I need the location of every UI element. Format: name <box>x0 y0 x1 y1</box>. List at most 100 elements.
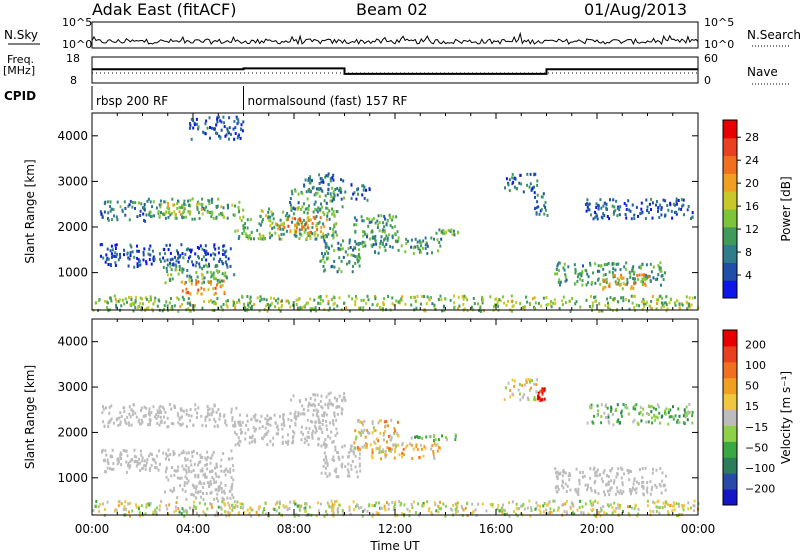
scatter-cell <box>280 222 283 226</box>
scatter-cell <box>555 267 558 271</box>
scatter-cell <box>585 269 588 273</box>
scatter-cell <box>378 419 381 423</box>
scatter-cell <box>641 467 644 470</box>
scatter-cell <box>602 273 605 277</box>
scatter-cell <box>221 213 224 217</box>
y-tick-label: 2000 <box>57 220 88 234</box>
scatter-cell <box>679 307 682 311</box>
scatter-cell <box>685 412 688 416</box>
scatter-cell <box>345 306 348 310</box>
scatter-cell <box>466 514 469 518</box>
scatter-cell <box>192 469 195 472</box>
scatter-cell <box>577 490 580 494</box>
scatter-cell <box>592 501 595 505</box>
scatter-cell <box>594 471 597 475</box>
scatter-cell <box>230 407 233 411</box>
scatter-cell <box>141 459 144 463</box>
scatter-cell <box>338 256 341 260</box>
scatter-cell <box>146 502 149 506</box>
scatter-cell <box>149 452 152 456</box>
scatter-cell <box>624 297 627 301</box>
scatter-cell <box>170 212 173 216</box>
scatter-cell <box>549 511 551 514</box>
scatter-cell <box>303 412 306 416</box>
y-tick-label: 1000 <box>57 471 88 485</box>
scatter-cell <box>317 295 320 299</box>
freq-tick-high: 18 <box>66 52 80 65</box>
scatter-cell <box>553 298 556 302</box>
scatter-cell <box>326 428 329 431</box>
scatter-cell <box>619 489 622 493</box>
scatter-cell <box>629 275 632 279</box>
scatter-cell <box>454 502 457 506</box>
scatter-cell <box>513 185 516 189</box>
scatter-cell <box>178 206 181 210</box>
scatter-cell <box>210 411 213 415</box>
scatter-cell <box>195 122 198 126</box>
nsky-trace <box>91 31 699 46</box>
scatter-cell <box>127 461 130 465</box>
scatter-cell <box>611 204 614 208</box>
scatter-cell <box>203 300 206 304</box>
scatter-cell <box>675 212 678 216</box>
y-tick-label: 4000 <box>57 335 88 349</box>
scatter-cell <box>206 455 209 459</box>
scatter-cell <box>177 309 180 313</box>
scatter-cell <box>590 489 593 493</box>
scatter-cell <box>258 222 261 226</box>
scatter-cell <box>533 396 536 399</box>
scatter-cell <box>163 213 166 216</box>
scatter-cell <box>191 260 193 264</box>
scatter-cell <box>352 254 355 258</box>
scatter-cell <box>332 178 335 182</box>
scatter-cell <box>659 484 662 488</box>
scatter-cell <box>95 504 98 508</box>
scatter-cell <box>192 493 195 497</box>
scatter-cell <box>163 248 166 252</box>
scatter-cell <box>321 413 324 417</box>
colorbar-swatch <box>723 226 737 246</box>
scatter-cell <box>409 442 412 446</box>
scatter-cell <box>328 399 331 402</box>
scatter-cell <box>541 387 544 391</box>
scatter-cell <box>348 239 351 243</box>
scatter-cell <box>119 422 122 426</box>
scatter-cell <box>323 269 326 273</box>
scatter-cell <box>326 512 329 516</box>
scatter-cell <box>590 307 593 311</box>
scatter-cell <box>196 411 199 415</box>
scatter-cell <box>104 449 107 453</box>
scatter-cell <box>242 120 245 124</box>
scatter-cell <box>394 429 397 433</box>
scatter-cell <box>308 427 311 431</box>
scatter-cell <box>148 258 151 261</box>
scatter-cell <box>285 218 288 222</box>
scatter-cell <box>594 489 597 493</box>
scatter-cell <box>614 492 617 496</box>
scatter-cell <box>293 228 296 232</box>
scatter-cell <box>159 415 162 419</box>
scatter-cell <box>324 242 327 246</box>
scatter-cell <box>192 423 195 427</box>
scatter-cell <box>350 253 353 257</box>
scatter-cell <box>176 296 179 300</box>
scatter-cell <box>355 242 358 246</box>
scatter-cell <box>640 207 643 211</box>
scatter-cell <box>381 307 384 311</box>
scatter-cell <box>330 265 333 269</box>
scatter-cell <box>363 241 366 245</box>
scatter-cell <box>123 248 126 252</box>
scatter-cell <box>198 501 201 505</box>
scatter-cell <box>530 506 533 510</box>
scatter-cell <box>227 510 230 514</box>
scatter-cell <box>215 496 218 500</box>
scatter-cell <box>523 507 526 511</box>
scatter-cell <box>340 270 343 274</box>
scatter-cell <box>290 189 293 193</box>
scatter-cell <box>598 269 601 273</box>
scatter-cell <box>280 305 283 309</box>
scatter-cell <box>391 218 394 222</box>
scatter-cell <box>581 505 584 509</box>
colorbar-frame <box>722 119 738 299</box>
scatter-cell <box>343 395 346 399</box>
